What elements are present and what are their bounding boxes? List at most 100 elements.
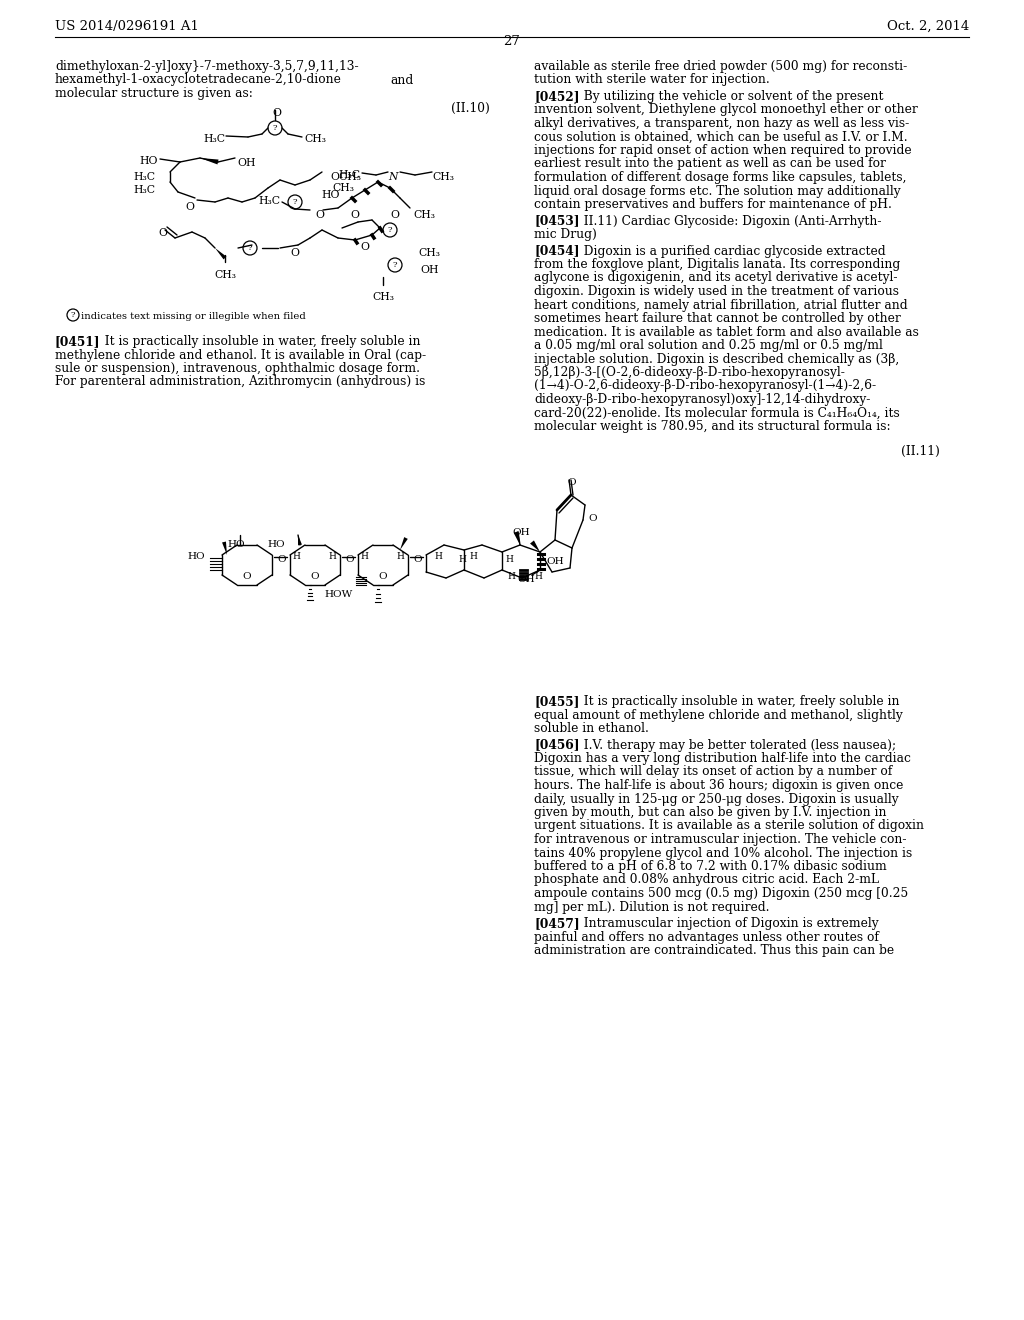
Text: ?: ? [293, 198, 297, 206]
Text: hours. The half-life is about 36 hours; digoxin is given once: hours. The half-life is about 36 hours; … [534, 779, 903, 792]
Text: given by mouth, but can also be given by I.V. injection in: given by mouth, but can also be given by… [534, 807, 887, 818]
Text: H: H [458, 554, 466, 564]
Text: digoxin. Digoxin is widely used in the treatment of various: digoxin. Digoxin is widely used in the t… [534, 285, 899, 298]
Text: HOW: HOW [325, 590, 353, 599]
Text: HO: HO [187, 552, 205, 561]
Text: O: O [185, 202, 194, 213]
Text: O: O [588, 513, 597, 523]
Text: mg] per mL). Dilution is not required.: mg] per mL). Dilution is not required. [534, 900, 769, 913]
Text: cous solution is obtained, which can be useful as I.V. or I.M.: cous solution is obtained, which can be … [534, 131, 907, 144]
Polygon shape [200, 158, 218, 165]
Text: card-20(22)-enolide. Its molecular formula is C₄₁H₆₄O₁₄, its: card-20(22)-enolide. Its molecular formu… [534, 407, 900, 420]
Text: Digoxin has a very long distribution half-life into the cardiac: Digoxin has a very long distribution hal… [534, 752, 911, 766]
Text: O: O [345, 554, 353, 564]
Text: contain preservatives and buffers for maintenance of pH.: contain preservatives and buffers for ma… [534, 198, 892, 211]
Text: H: H [469, 552, 477, 561]
Text: [0457]: [0457] [534, 917, 580, 931]
Text: O: O [278, 554, 286, 564]
Text: injectable solution. Digoxin is described chemically as (3β,: injectable solution. Digoxin is describe… [534, 352, 899, 366]
Text: tution with sterile water for injection.: tution with sterile water for injection. [534, 74, 770, 87]
Text: N: N [388, 172, 397, 182]
Text: dimethyloxan-2-yl]oxy}-7-methoxy-3,5,7,9,11,13-: dimethyloxan-2-yl]oxy}-7-methoxy-3,5,7,9… [55, 59, 358, 73]
Text: OH: OH [512, 528, 529, 537]
Text: O: O [350, 210, 359, 220]
Text: ?: ? [272, 124, 278, 132]
Text: painful and offers no advantages unless other routes of: painful and offers no advantages unless … [534, 931, 879, 944]
Text: H: H [505, 554, 513, 564]
Text: H: H [534, 572, 542, 581]
Text: CH₃: CH₃ [372, 292, 394, 302]
Text: [0452]: [0452] [534, 90, 580, 103]
Text: formulation of different dosage forms like capsules, tablets,: formulation of different dosage forms li… [534, 172, 906, 183]
Text: CH₃: CH₃ [214, 271, 236, 280]
Text: CH₃: CH₃ [432, 172, 454, 182]
Polygon shape [222, 541, 227, 554]
Text: hexamethyl-1-oxacyclotetradecane-2,10-dione: hexamethyl-1-oxacyclotetradecane-2,10-di… [55, 74, 342, 87]
Text: earliest result into the patient as well as can be used for: earliest result into the patient as well… [534, 157, 886, 170]
Text: (1→4)-O-2,6-dideoxy-β-D-ribo-hexopyranosyl-(1→4)-2,6-: (1→4)-O-2,6-dideoxy-β-D-ribo-hexopyranos… [534, 380, 877, 392]
Text: H: H [434, 552, 442, 561]
Text: [0454]: [0454] [534, 244, 580, 257]
Text: tains 40% propylene glycol and 10% alcohol. The injection is: tains 40% propylene glycol and 10% alcoh… [534, 846, 912, 859]
Text: mic Drug): mic Drug) [534, 228, 597, 242]
Text: molecular structure is given as:: molecular structure is given as: [55, 87, 253, 100]
Text: available as sterile free dried powder (500 mg) for reconsti-: available as sterile free dried powder (… [534, 59, 907, 73]
Text: HO: HO [227, 540, 245, 549]
Text: invention solvent, Diethylene glycol monoethyl ether or other: invention solvent, Diethylene glycol mon… [534, 103, 918, 116]
Text: O: O [378, 572, 387, 581]
Text: a 0.05 mg/ml oral solution and 0.25 mg/ml or 0.5 mg/ml: a 0.05 mg/ml oral solution and 0.25 mg/m… [534, 339, 883, 352]
Text: dideoxy-β-D-ribo-hexopyranosyl)oxy]-12,14-dihydroxy-: dideoxy-β-D-ribo-hexopyranosyl)oxy]-12,1… [534, 393, 870, 407]
Text: molecular weight is 780.95, and its structural formula is:: molecular weight is 780.95, and its stru… [534, 420, 891, 433]
Polygon shape [215, 248, 226, 260]
Text: Digoxin is a purified cardiac glycoside extracted: Digoxin is a purified cardiac glycoside … [575, 244, 886, 257]
Text: O: O [290, 248, 299, 257]
Text: soluble in ethanol.: soluble in ethanol. [534, 722, 649, 735]
Text: liquid oral dosage forms etc. The solution may additionally: liquid oral dosage forms etc. The soluti… [534, 185, 901, 198]
Text: CH₃: CH₃ [304, 135, 326, 144]
Text: administration are contraindicated. Thus this pain can be: administration are contraindicated. Thus… [534, 944, 894, 957]
Text: It is practically insoluble in water, freely soluble in: It is practically insoluble in water, fr… [97, 335, 421, 348]
Text: ?: ? [71, 312, 75, 319]
Text: OH: OH [517, 576, 535, 583]
Text: Oct. 2, 2014: Oct. 2, 2014 [887, 20, 969, 33]
Text: US 2014/0296191 A1: US 2014/0296191 A1 [55, 20, 199, 33]
Text: For parenteral administration, Azithromycin (anhydrous) is: For parenteral administration, Azithromy… [55, 375, 425, 388]
Text: H₃C: H₃C [133, 185, 155, 195]
Text: O: O [567, 478, 575, 487]
Text: O: O [315, 210, 324, 220]
Text: OH: OH [420, 265, 438, 275]
Text: aglycone is digoxigenin, and its acetyl derivative is acetyl-: aglycone is digoxigenin, and its acetyl … [534, 272, 897, 285]
Text: CH₃: CH₃ [332, 183, 354, 193]
Text: medication. It is available as tablet form and also available as: medication. It is available as tablet fo… [534, 326, 919, 338]
Text: ?: ? [388, 226, 392, 234]
Text: for intravenous or intramuscular injection. The vehicle con-: for intravenous or intramuscular injecti… [534, 833, 906, 846]
Text: HO: HO [139, 156, 158, 166]
Text: OH: OH [237, 158, 256, 168]
Polygon shape [400, 537, 408, 550]
Text: ?: ? [248, 244, 252, 252]
Text: By utilizing the vehicle or solvent of the present: By utilizing the vehicle or solvent of t… [575, 90, 884, 103]
Text: HO: HO [322, 190, 340, 201]
Text: sometimes heart failure that cannot be controlled by other: sometimes heart failure that cannot be c… [534, 312, 901, 325]
Text: methylene chloride and ethanol. It is available in Oral (cap-: methylene chloride and ethanol. It is av… [55, 348, 426, 362]
Text: It is practically insoluble in water, freely soluble in: It is practically insoluble in water, fr… [575, 696, 899, 708]
Text: Intramuscular injection of Digoxin is extremely: Intramuscular injection of Digoxin is ex… [575, 917, 879, 931]
Text: OCH₃: OCH₃ [330, 172, 361, 182]
Text: from the foxglove plant, Digitalis lanata. Its corresponding: from the foxglove plant, Digitalis lanat… [534, 257, 900, 271]
Text: I.V. therapy may be better tolerated (less nausea);: I.V. therapy may be better tolerated (le… [575, 738, 896, 751]
Text: H: H [292, 552, 300, 561]
Text: H₃C: H₃C [258, 195, 280, 206]
Text: ?: ? [393, 261, 397, 269]
Text: H: H [507, 572, 515, 581]
Text: O: O [272, 108, 281, 117]
Text: O: O [242, 572, 251, 581]
Text: H: H [328, 552, 336, 561]
Text: [0451]: [0451] [55, 335, 100, 348]
Text: buffered to a pH of 6.8 to 7.2 with 0.17% dibasic sodium: buffered to a pH of 6.8 to 7.2 with 0.17… [534, 861, 887, 873]
Text: O: O [360, 242, 369, 252]
Polygon shape [530, 540, 540, 552]
Polygon shape [298, 535, 302, 545]
Text: sule or suspension), intravenous, ophthalmic dosage form.: sule or suspension), intravenous, ophtha… [55, 362, 420, 375]
Text: alkyl derivatives, a transparent, non hazy as well as less vis-: alkyl derivatives, a transparent, non ha… [534, 117, 909, 129]
Text: heart conditions, namely atrial fibrillation, atrial flutter and: heart conditions, namely atrial fibrilla… [534, 298, 907, 312]
